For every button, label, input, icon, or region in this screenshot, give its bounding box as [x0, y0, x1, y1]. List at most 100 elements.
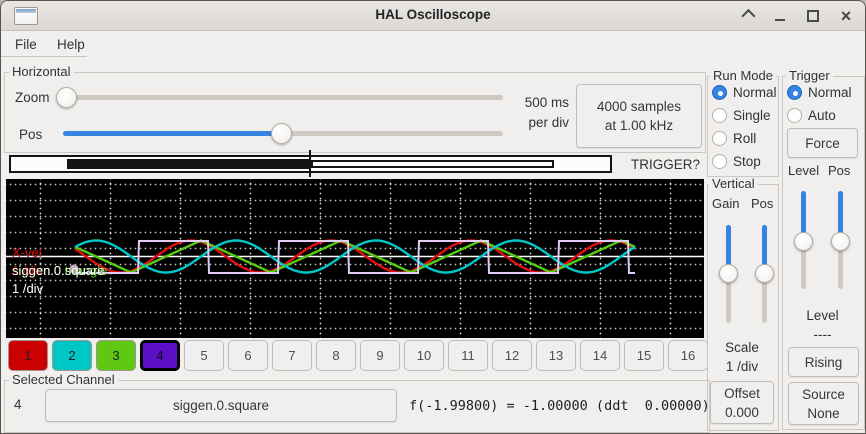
run-mode-roll[interactable]: Roll: [712, 131, 756, 146]
trigger-level-slider-label: Level: [788, 163, 820, 178]
maximize-icon: [807, 9, 819, 22]
horizontal-group-label: Horizontal: [9, 65, 74, 79]
radio-label: Auto: [808, 108, 836, 123]
trace-siggen.0.square: [75, 240, 635, 274]
radio-icon: [787, 85, 802, 100]
pos-slider-label: Pos: [19, 127, 43, 142]
radio-icon: [712, 131, 727, 146]
trigger-edge-button[interactable]: Rising: [788, 347, 859, 377]
trigger-mode-normal[interactable]: Normal: [787, 85, 852, 100]
run-mode-stop[interactable]: Stop: [712, 154, 761, 169]
channel-button-15[interactable]: 15: [624, 340, 664, 371]
pos-slider-fill: [63, 131, 282, 136]
maximize-button[interactable]: [806, 8, 820, 24]
trigger-pos-slider-fill: [838, 191, 843, 241]
trigger-level-slider-fill: [801, 191, 806, 241]
menubar: File Help: [1, 30, 865, 56]
gain-slider-label: Gain: [712, 196, 740, 211]
trigger-pos-slider-handle[interactable]: [831, 232, 850, 251]
minimize-button[interactable]: [773, 8, 787, 24]
vertical-pos-slider-label: Pos: [751, 196, 774, 211]
channel-button-13[interactable]: 13: [536, 340, 576, 371]
selected-channel-name-overlay: siggen.0.square: [12, 263, 105, 278]
channel-button-10[interactable]: 10: [404, 340, 444, 371]
channel-button-3[interactable]: 3: [96, 340, 136, 371]
offset-button-label: Offset: [724, 385, 760, 401]
pos-slider-handle[interactable]: [271, 123, 292, 144]
zoom-slider-handle[interactable]: [56, 87, 77, 108]
trigger-level-readout-label: Level: [806, 308, 839, 323]
trigger-source-button[interactable]: Source None: [788, 382, 859, 425]
minimize-icon: [775, 19, 785, 21]
trigger-level-readout-value: ----: [813, 327, 832, 342]
record-filled-bar: [67, 159, 311, 169]
channel-button-2[interactable]: 2: [52, 340, 92, 371]
zoom-slider-track[interactable]: [56, 95, 503, 100]
samples-rate: at 1.00 kHz: [604, 118, 674, 133]
scale-value: 1 /div: [725, 359, 759, 374]
scale-label: Scale: [725, 340, 759, 355]
waveform-canvas: [6, 239, 704, 274]
radio-label: Stop: [733, 154, 761, 169]
trigger-group-label: Trigger: [786, 69, 833, 83]
channel-button-12[interactable]: 12: [492, 340, 532, 371]
channel-button-7[interactable]: 7: [272, 340, 312, 371]
selected-channel-marker-dot: [69, 264, 79, 274]
samples-button[interactable]: 4000 samples at 1.00 kHz: [576, 84, 702, 148]
channel3-name-overlay: siggen.0.triangle: [12, 263, 108, 278]
offset-button-value: 0.000: [725, 404, 759, 420]
channel-value-readout: f(-1.99800) = -1.00000 (ddt 0.00000): [409, 398, 710, 414]
vertical-pos-slider-handle[interactable]: [755, 264, 774, 283]
channel-button-1[interactable]: 1: [8, 340, 48, 371]
radio-label: Normal: [808, 85, 852, 100]
record-pending-bar: [311, 160, 554, 168]
run-mode-normal[interactable]: Normal: [712, 85, 777, 100]
channel1-scale-overlay: 1 /div: [12, 263, 44, 278]
horizontal-group: [4, 72, 706, 153]
channel-button-9[interactable]: 9: [360, 340, 400, 371]
selected-channel-group-label: Selected Channel: [9, 373, 118, 387]
time-per-div-value: 500 ms: [524, 95, 569, 110]
selected-channel-scale-overlay: 1 /div: [12, 281, 44, 296]
trigger-source-label: Source: [802, 386, 845, 402]
channel-button-6[interactable]: 6: [228, 340, 268, 371]
selected-channel-group: [4, 380, 710, 433]
selected-channel-number: 4: [14, 397, 22, 412]
time-per-div-unit: per div: [528, 115, 569, 130]
app-window-icon: [14, 7, 38, 25]
channel1-name-overlay: X-vel: [12, 245, 42, 260]
vertical-pos-slider-fill: [762, 225, 767, 273]
channel-button-8[interactable]: 8: [316, 340, 356, 371]
channel-button-11[interactable]: 11: [448, 340, 488, 371]
run-mode-single[interactable]: Single: [712, 108, 771, 123]
channel-button-5[interactable]: 5: [184, 340, 224, 371]
offset-button[interactable]: Offset 0.000: [710, 381, 774, 424]
radio-label: Single: [733, 108, 771, 123]
trigger-pos-slider-label: Pos: [828, 163, 851, 178]
gain-slider-handle[interactable]: [719, 264, 738, 283]
selected-channel-source-button[interactable]: siggen.0.square: [45, 389, 397, 422]
channel-button-16[interactable]: 16: [668, 340, 708, 371]
trace-Y-vel: [74, 239, 636, 274]
force-trigger-button[interactable]: Force: [787, 128, 858, 158]
gain-slider-fill: [726, 225, 731, 273]
trigger-level-slider-handle[interactable]: [794, 232, 813, 251]
radio-icon: [712, 154, 727, 169]
trigger-mode-auto[interactable]: Auto: [787, 108, 836, 123]
window-title: HAL Oscilloscope: [375, 7, 491, 22]
window-controls: ×: [740, 1, 853, 30]
close-button[interactable]: ×: [839, 5, 853, 26]
samples-count: 4000 samples: [596, 99, 682, 114]
radio-icon: [712, 108, 727, 123]
menu-file[interactable]: File: [15, 37, 37, 52]
channel-button-4[interactable]: 4: [140, 340, 180, 371]
shade-button[interactable]: [740, 8, 756, 24]
menubar-divider: [1, 56, 87, 57]
record-trigger-position-marker: [309, 150, 311, 177]
channel-button-14[interactable]: 14: [580, 340, 620, 371]
trigger-status-label: TRIGGER?: [631, 157, 701, 172]
menu-help[interactable]: Help: [57, 37, 85, 52]
radio-icon: [712, 85, 727, 100]
close-icon: ×: [840, 5, 852, 26]
vertical-group-label: Vertical: [709, 177, 758, 191]
